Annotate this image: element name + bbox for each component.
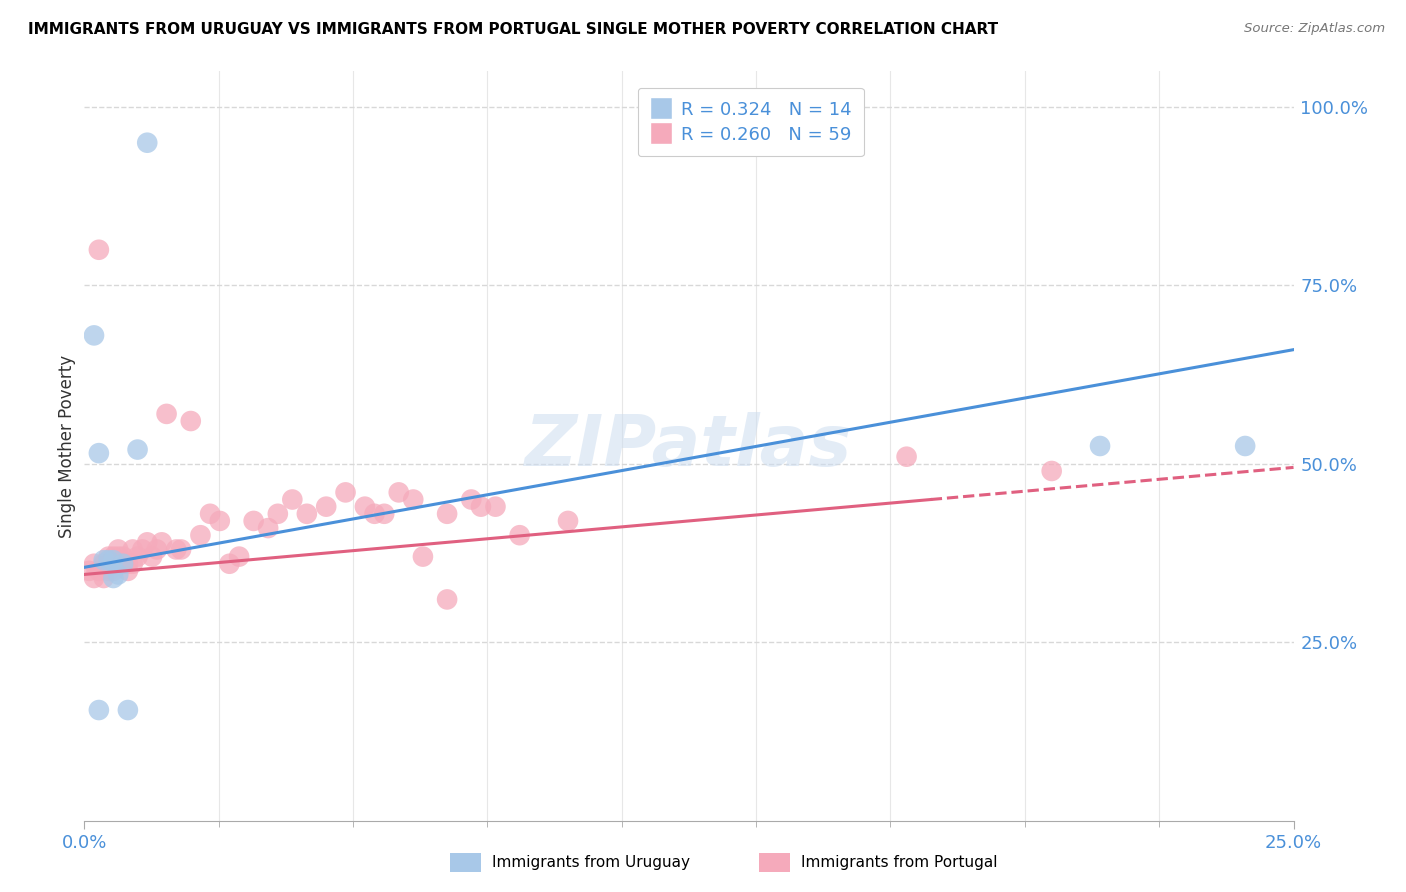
Point xyxy=(354,500,377,514)
Point xyxy=(141,549,163,564)
Point xyxy=(388,485,411,500)
Point xyxy=(103,557,125,571)
Point xyxy=(281,492,304,507)
Point xyxy=(165,542,187,557)
Point xyxy=(1040,464,1063,478)
Point xyxy=(97,557,120,571)
Point xyxy=(509,528,531,542)
Point xyxy=(363,507,385,521)
Point xyxy=(107,542,129,557)
Point xyxy=(117,557,139,571)
Point xyxy=(315,500,337,514)
Point xyxy=(218,557,240,571)
Point xyxy=(127,549,149,564)
Point xyxy=(412,549,434,564)
Point xyxy=(373,507,395,521)
Point xyxy=(228,549,250,564)
Point xyxy=(97,564,120,578)
Point xyxy=(190,528,212,542)
Point xyxy=(557,514,579,528)
Point xyxy=(335,485,357,500)
Text: Immigrants from Portugal: Immigrants from Portugal xyxy=(801,855,998,870)
Point xyxy=(112,549,135,564)
Point xyxy=(150,535,173,549)
Point xyxy=(107,567,129,582)
Point xyxy=(146,542,169,557)
Point xyxy=(121,542,143,557)
Y-axis label: Single Mother Poverty: Single Mother Poverty xyxy=(58,354,76,538)
Point xyxy=(93,553,115,567)
Point xyxy=(87,703,110,717)
Point xyxy=(97,553,120,567)
Point xyxy=(1234,439,1257,453)
Point xyxy=(93,557,115,571)
Point xyxy=(180,414,202,428)
Point xyxy=(87,243,110,257)
Point xyxy=(87,564,110,578)
Point xyxy=(103,564,125,578)
Point xyxy=(87,446,110,460)
Point xyxy=(83,328,105,343)
Point xyxy=(136,535,159,549)
Point xyxy=(77,564,100,578)
Text: Immigrants from Uruguay: Immigrants from Uruguay xyxy=(492,855,690,870)
Point xyxy=(436,507,458,521)
Point xyxy=(295,507,318,521)
Point xyxy=(470,500,492,514)
Point xyxy=(1088,439,1111,453)
Point xyxy=(93,571,115,585)
Point xyxy=(103,571,125,585)
Point xyxy=(896,450,918,464)
Point xyxy=(136,136,159,150)
Point xyxy=(402,492,425,507)
Point xyxy=(127,442,149,457)
Point xyxy=(208,514,231,528)
Point xyxy=(83,557,105,571)
Point xyxy=(131,542,153,557)
Point xyxy=(117,564,139,578)
Text: ZIPatlas: ZIPatlas xyxy=(526,411,852,481)
Point xyxy=(198,507,221,521)
Point xyxy=(460,492,482,507)
Point xyxy=(257,521,280,535)
Point xyxy=(112,557,135,571)
Point xyxy=(107,549,129,564)
Point xyxy=(112,557,135,571)
Text: Source: ZipAtlas.com: Source: ZipAtlas.com xyxy=(1244,22,1385,36)
Point xyxy=(103,553,125,567)
Point xyxy=(484,500,506,514)
Point xyxy=(83,571,105,585)
Point xyxy=(103,549,125,564)
Point xyxy=(242,514,264,528)
Point xyxy=(155,407,177,421)
Point xyxy=(107,557,129,571)
Text: IMMIGRANTS FROM URUGUAY VS IMMIGRANTS FROM PORTUGAL SINGLE MOTHER POVERTY CORREL: IMMIGRANTS FROM URUGUAY VS IMMIGRANTS FR… xyxy=(28,22,998,37)
Point xyxy=(117,703,139,717)
Point xyxy=(170,542,193,557)
Point xyxy=(121,557,143,571)
Point xyxy=(267,507,290,521)
Point xyxy=(97,549,120,564)
Legend: R = 0.324   N = 14, R = 0.260   N = 59: R = 0.324 N = 14, R = 0.260 N = 59 xyxy=(637,88,865,156)
Point xyxy=(436,592,458,607)
